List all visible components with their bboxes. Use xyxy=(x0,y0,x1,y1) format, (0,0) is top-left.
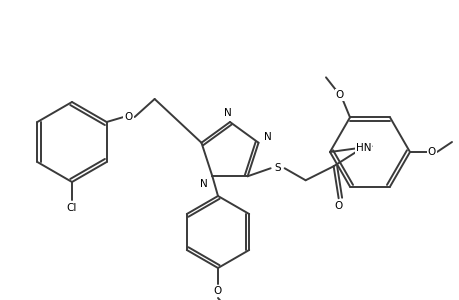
Text: O: O xyxy=(124,112,133,122)
Text: S: S xyxy=(274,163,280,173)
Text: N: N xyxy=(200,179,208,189)
Text: HN: HN xyxy=(355,143,370,153)
Text: Cl: Cl xyxy=(67,203,77,213)
Text: O: O xyxy=(335,90,343,100)
Text: O: O xyxy=(427,147,435,157)
Text: N: N xyxy=(224,108,231,118)
Text: N: N xyxy=(263,132,271,142)
Text: O: O xyxy=(334,201,342,211)
Text: O: O xyxy=(213,286,222,296)
